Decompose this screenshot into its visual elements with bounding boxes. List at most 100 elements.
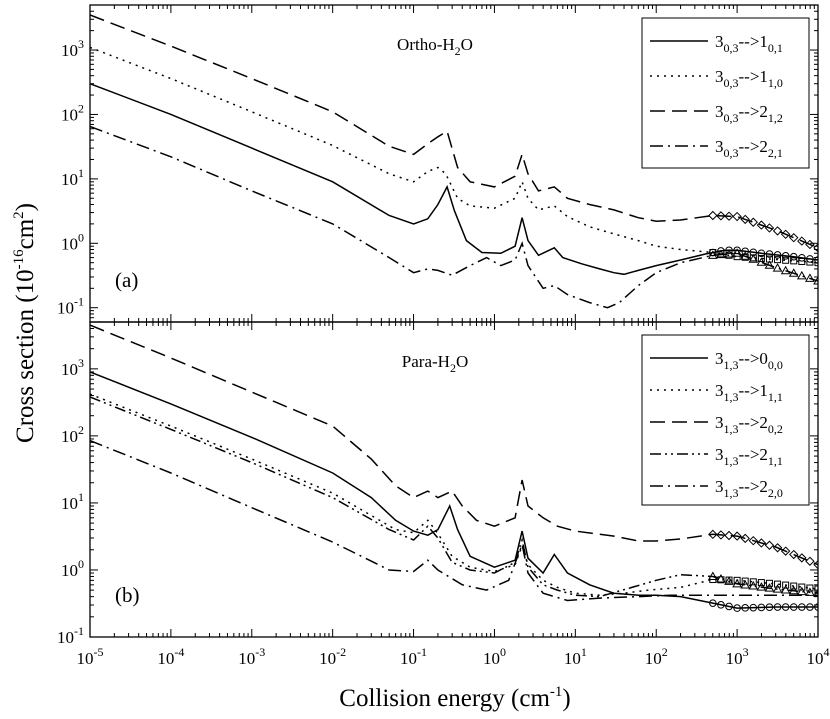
- y-tick-label: 101: [61, 490, 84, 513]
- data-point: [780, 546, 791, 556]
- data-point: [788, 585, 799, 595]
- data-point: [749, 578, 757, 586]
- y-tick-label: 10-1: [57, 295, 84, 318]
- data-point: [814, 585, 818, 593]
- data-point: [708, 210, 718, 221]
- data-point: [788, 268, 799, 277]
- data-point: [806, 584, 814, 592]
- plot-area-a: [90, 14, 818, 309]
- data-point: [708, 529, 718, 540]
- x-tick-label: 104: [807, 645, 830, 668]
- plot-area-b: [90, 324, 818, 612]
- y-axis-label: Cross section (10-16cm2): [11, 203, 39, 443]
- data-point: [716, 530, 726, 540]
- x-axis-label: Collision energy (cm-1): [339, 684, 570, 712]
- data-point: [805, 273, 815, 282]
- series-markers-b-2: [708, 529, 818, 570]
- data-point: [740, 251, 751, 260]
- data-point: [790, 257, 798, 265]
- data-point: [806, 603, 814, 611]
- data-point: [717, 600, 725, 609]
- data-point: [813, 243, 818, 253]
- data-point: [805, 587, 815, 596]
- y-tick-label: 10-1: [57, 624, 84, 647]
- series-markers-a-3: [707, 248, 818, 285]
- series-line-b-3: [90, 396, 818, 598]
- data-point: [724, 530, 734, 541]
- series-line-b-2: [90, 324, 818, 566]
- data-point: [733, 604, 741, 612]
- data-point: [765, 603, 774, 611]
- legend-label-1: 31,3-->11,1: [715, 381, 783, 404]
- data-point: [725, 246, 733, 255]
- data-point: [732, 531, 742, 541]
- data-point: [724, 248, 734, 258]
- data-point: [773, 251, 782, 259]
- panel-label-b: (b): [115, 583, 140, 607]
- data-point: [789, 603, 798, 611]
- series-line-b-4: [90, 439, 818, 602]
- y-tick-label: 100: [61, 557, 84, 580]
- data-point: [772, 584, 783, 593]
- legend-label-1: 30,3-->11,0: [715, 67, 783, 90]
- data-point: [805, 556, 815, 566]
- data-point: [780, 584, 791, 594]
- legend-label-0: 31,3-->00,0: [715, 349, 783, 372]
- data-point: [756, 538, 767, 548]
- data-point: [772, 226, 783, 236]
- data-point: [764, 540, 775, 550]
- x-tick-label: 100: [483, 645, 506, 668]
- legend-label-2: 30,3-->21,2: [715, 102, 783, 125]
- data-point: [813, 588, 818, 597]
- panel-frame-b: [89, 321, 819, 638]
- data-point: [780, 229, 791, 240]
- data-point: [806, 258, 814, 266]
- data-point: [764, 583, 775, 592]
- data-point: [716, 211, 726, 221]
- data-point: [765, 579, 773, 587]
- y-tick-label: 102: [61, 423, 84, 446]
- x-axis-ticks: 10-5 10-4 10-3 10-2 10-1 100 101 102 103 104: [77, 645, 830, 668]
- data-point: [805, 239, 815, 250]
- series-line-a-0: [90, 82, 818, 276]
- data-point: [781, 603, 790, 611]
- data-point: [764, 223, 775, 233]
- data-point: [796, 270, 807, 280]
- x-tick-label: 10-1: [400, 645, 427, 668]
- data-point: [780, 265, 791, 275]
- data-point: [725, 602, 733, 611]
- data-point: [814, 259, 818, 267]
- y-ticks-a: 10-1 100 101 102 103: [57, 4, 819, 323]
- data-point: [709, 599, 717, 607]
- data-point: [790, 582, 798, 590]
- data-point: [748, 254, 759, 263]
- data-point: [757, 579, 765, 587]
- data-point: [756, 257, 767, 266]
- legend-box-a: [641, 17, 810, 169]
- data-point: [798, 253, 806, 262]
- legend-a: 30,3-->10,1 30,3-->11,0 30,3-->21,2 30,3-->…: [641, 17, 810, 169]
- data-point: [757, 603, 766, 612]
- series-markers-b-1: [709, 576, 818, 593]
- data-point: [749, 603, 758, 612]
- legend-label-3: 31,3-->21,1: [715, 445, 783, 468]
- data-point: [757, 249, 766, 258]
- legend-label-0: 30,3-->10,1: [715, 32, 783, 55]
- legend-label-4: 31,3-->22,0: [715, 477, 783, 500]
- data-point: [764, 260, 775, 269]
- x-tick-label: 10-4: [157, 645, 184, 668]
- data-point: [774, 256, 782, 264]
- data-point: [798, 583, 806, 591]
- x-tick-label: 103: [726, 645, 749, 668]
- series-markers-a-2: [708, 210, 818, 253]
- data-point: [798, 257, 806, 265]
- x-tick-label: 102: [645, 645, 668, 668]
- data-point: [748, 535, 758, 546]
- data-point: [748, 581, 759, 590]
- series-markers-b-0: [709, 599, 818, 612]
- legend-b: 31,3-->00,0 31,3-->11,1 31,3-->20,2 31,3-->…: [641, 334, 810, 506]
- data-point: [813, 559, 818, 570]
- data-point: [773, 603, 782, 611]
- data-point: [716, 573, 726, 583]
- data-point: [756, 220, 767, 230]
